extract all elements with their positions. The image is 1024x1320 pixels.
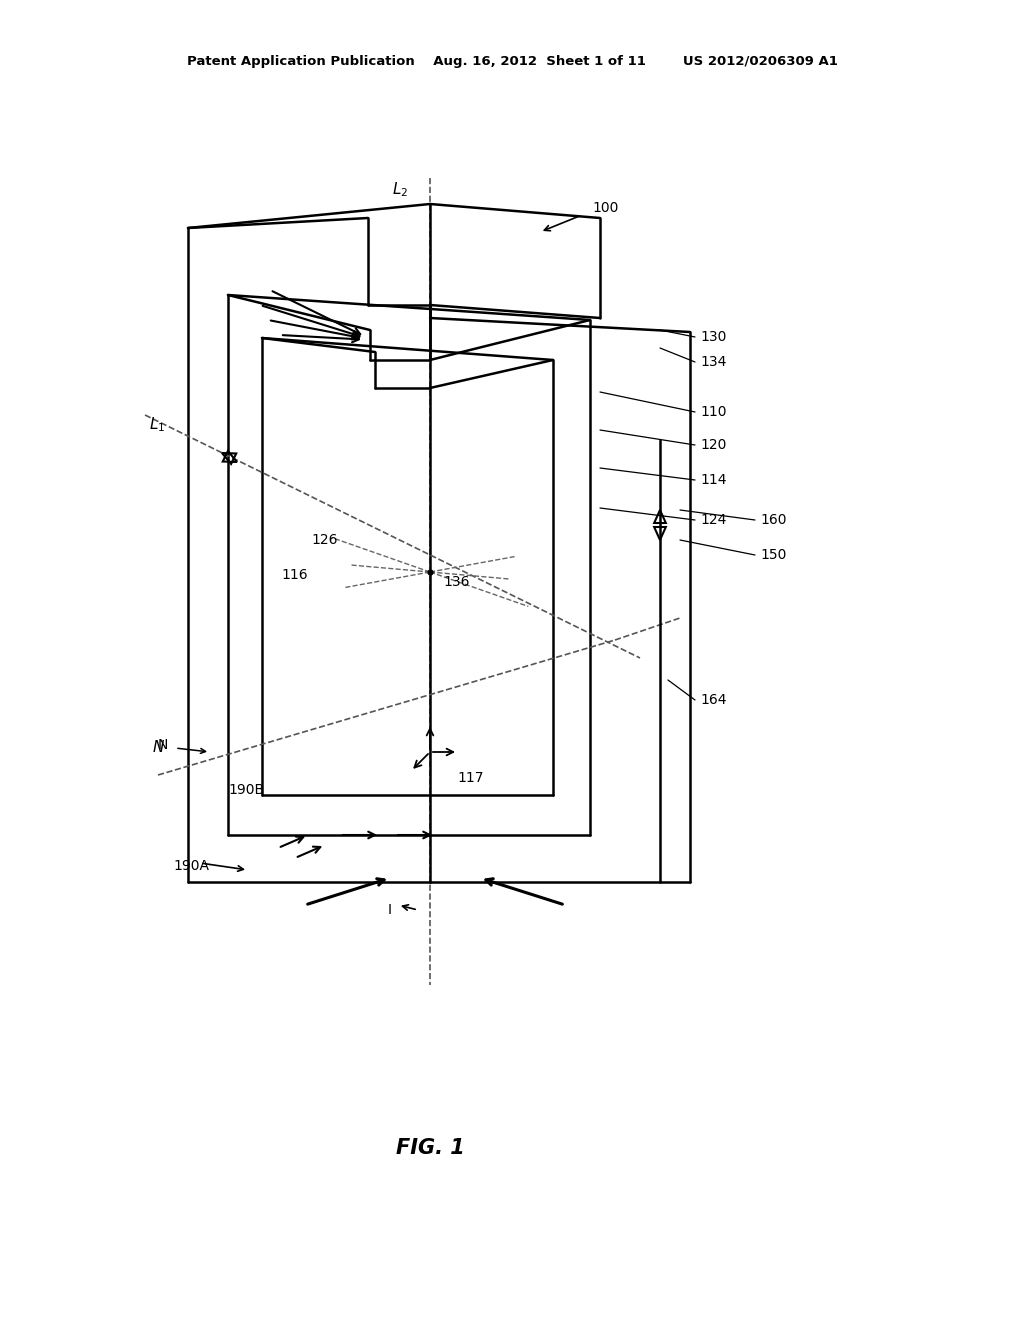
Text: 190A: 190A	[173, 859, 209, 873]
Text: 150: 150	[760, 548, 786, 562]
Text: 114: 114	[700, 473, 726, 487]
Text: 164: 164	[700, 693, 726, 708]
Text: Patent Application Publication    Aug. 16, 2012  Sheet 1 of 11        US 2012/02: Patent Application Publication Aug. 16, …	[186, 55, 838, 69]
Text: 126: 126	[311, 533, 338, 546]
Text: 100: 100	[592, 201, 618, 215]
Text: 110: 110	[700, 405, 726, 418]
Text: 136: 136	[443, 576, 469, 589]
Text: $L_1$: $L_1$	[148, 416, 165, 434]
Text: $N$: $N$	[152, 739, 165, 755]
Text: N: N	[158, 738, 168, 752]
Text: 130: 130	[700, 330, 726, 345]
Text: I: I	[388, 903, 392, 917]
Text: 124: 124	[700, 513, 726, 527]
Text: FIG. 1: FIG. 1	[395, 1138, 464, 1158]
Text: $L_2$: $L_2$	[392, 181, 408, 199]
Text: 190B: 190B	[228, 783, 264, 797]
Text: 160: 160	[760, 513, 786, 527]
Text: 134: 134	[700, 355, 726, 370]
Text: 120: 120	[700, 438, 726, 451]
Text: 116: 116	[282, 568, 308, 582]
Text: 117: 117	[457, 771, 483, 785]
